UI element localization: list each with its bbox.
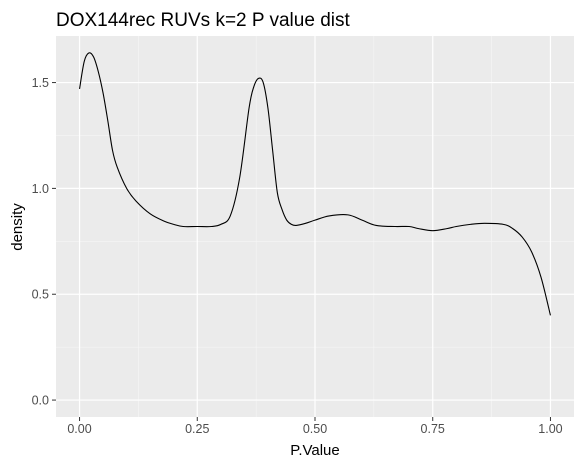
y-tick-label: 0.0 — [32, 394, 49, 408]
y-tick-label: 1.0 — [32, 182, 49, 196]
y-tick-label: 0.5 — [32, 288, 49, 302]
x-tick-label: 0.50 — [303, 422, 327, 436]
chart-title: DOX144rec RUVs k=2 P value dist — [56, 10, 350, 31]
x-axis-title: P.Value — [290, 442, 340, 459]
x-tick-label: 0.25 — [185, 422, 209, 436]
density-line — [79, 52, 551, 316]
y-tick-label: 1.5 — [32, 76, 49, 90]
x-tick-label: 1.00 — [538, 422, 562, 436]
major-gridlines — [56, 36, 574, 417]
x-tick-label: 0.00 — [67, 422, 91, 436]
x-tick-label: 0.75 — [421, 422, 445, 436]
y-axis-title: density — [9, 203, 26, 251]
x-axis-ticks: 0.00 0.25 0.50 0.75 1.00 — [67, 417, 563, 436]
y-axis-ticks: 0.0 0.5 1.0 1.5 — [32, 76, 56, 408]
